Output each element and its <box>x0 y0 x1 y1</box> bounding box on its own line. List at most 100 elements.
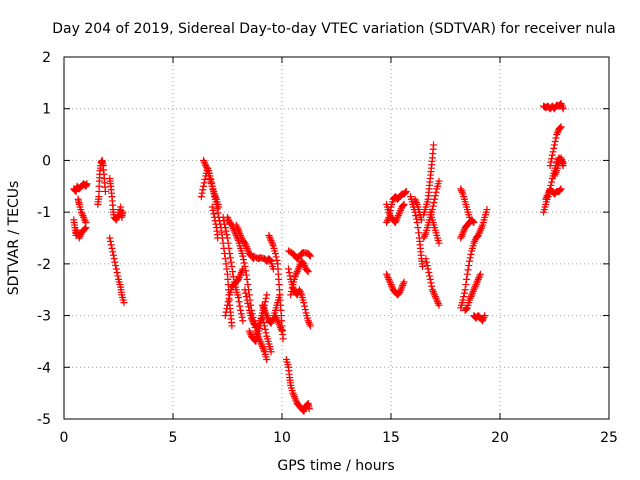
data-point <box>476 228 484 236</box>
data-point <box>548 151 556 159</box>
data-point <box>295 262 303 270</box>
data-point <box>397 285 405 293</box>
data-point <box>263 356 271 364</box>
y-tick-label: -4 <box>37 360 51 376</box>
data-point <box>266 256 274 264</box>
data-point <box>266 233 274 241</box>
series-arc-1 <box>70 216 90 242</box>
data-point <box>262 329 270 337</box>
data-point <box>290 391 298 399</box>
data-point <box>543 192 551 200</box>
data-point <box>258 341 266 349</box>
data-point <box>223 231 231 239</box>
data-point <box>557 185 565 193</box>
data-point <box>392 217 400 225</box>
data-point <box>223 305 231 313</box>
data-point <box>247 314 255 322</box>
data-point <box>218 229 226 237</box>
data-point <box>558 103 566 111</box>
series-arc-12 <box>221 265 247 320</box>
data-point <box>464 266 472 274</box>
data-point <box>558 157 566 165</box>
data-point <box>305 318 313 326</box>
data-point <box>476 226 484 234</box>
data-point <box>457 234 465 242</box>
data-point <box>265 231 273 239</box>
data-point <box>263 312 271 320</box>
data-point <box>465 296 473 304</box>
data-point <box>460 227 468 235</box>
data-point <box>435 301 443 309</box>
data-point <box>402 188 410 196</box>
data-point <box>278 327 286 335</box>
data-point <box>300 299 308 307</box>
data-point <box>200 156 208 164</box>
data-point <box>289 389 297 397</box>
data-point <box>466 254 474 262</box>
data-point <box>224 239 232 247</box>
series-arc-23 <box>282 356 313 415</box>
data-point <box>227 258 235 266</box>
data-point <box>221 312 229 320</box>
data-point <box>301 406 309 414</box>
series-arc-20 <box>285 247 314 263</box>
data-point <box>432 188 440 196</box>
data-point <box>225 294 233 302</box>
data-point <box>544 190 552 198</box>
data-point <box>228 322 236 330</box>
data-point <box>458 231 466 239</box>
data-point <box>399 280 407 288</box>
data-point <box>275 320 283 328</box>
data-point <box>261 308 269 316</box>
data-point <box>457 185 465 193</box>
data-point <box>402 187 410 195</box>
data-point <box>236 272 244 280</box>
y-tick-label: -1 <box>37 205 51 221</box>
data-point <box>246 329 254 337</box>
data-point <box>383 218 391 226</box>
data-point <box>479 315 487 323</box>
data-point <box>111 258 119 266</box>
data-point <box>306 252 314 260</box>
data-point <box>394 212 402 220</box>
data-point <box>209 206 217 214</box>
data-point <box>106 234 114 242</box>
data-point <box>468 217 476 225</box>
data-point <box>108 244 116 252</box>
series-arc-26 <box>383 270 408 299</box>
data-point <box>260 305 268 313</box>
x-tick-label: 25 <box>600 430 618 446</box>
data-point <box>221 224 229 232</box>
data-point <box>547 158 555 166</box>
data-point <box>232 221 240 229</box>
data-point <box>296 287 304 295</box>
data-point <box>109 248 117 256</box>
data-point <box>237 268 245 276</box>
data-point <box>269 316 277 324</box>
data-point <box>432 294 440 302</box>
series-arc-16 <box>250 252 277 273</box>
data-point <box>112 265 120 273</box>
x-tick-label: 20 <box>491 430 509 446</box>
x-tick-label: 15 <box>382 430 400 446</box>
data-point <box>558 156 566 164</box>
data-point <box>435 177 443 185</box>
data-point <box>549 148 557 156</box>
data-point <box>297 289 305 297</box>
data-point <box>399 201 407 209</box>
data-point <box>557 154 565 162</box>
data-point <box>81 217 89 225</box>
data-point <box>543 193 551 201</box>
data-point <box>423 262 431 270</box>
data-point <box>412 215 420 223</box>
data-point <box>559 159 567 167</box>
data-point <box>462 306 470 314</box>
data-point <box>259 303 267 311</box>
data-point <box>473 277 481 285</box>
data-point <box>200 182 208 190</box>
data-point <box>286 272 294 280</box>
data-point <box>240 259 248 267</box>
data-point <box>386 210 394 218</box>
data-point <box>468 289 476 297</box>
data-point <box>291 394 299 402</box>
